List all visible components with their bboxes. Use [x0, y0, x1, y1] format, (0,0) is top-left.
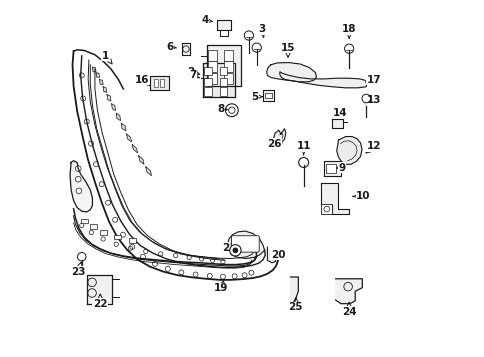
Text: 24: 24 — [341, 302, 356, 317]
Bar — [219, 77, 227, 86]
Bar — [100, 230, 107, 235]
Polygon shape — [263, 90, 273, 101]
Polygon shape — [336, 136, 361, 164]
Text: 12: 12 — [365, 141, 380, 153]
Polygon shape — [267, 247, 275, 263]
Text: 9: 9 — [334, 163, 345, 173]
Polygon shape — [290, 277, 298, 304]
FancyBboxPatch shape — [231, 236, 258, 252]
Circle shape — [232, 247, 238, 253]
Text: 18: 18 — [341, 24, 356, 38]
Bar — [219, 87, 227, 96]
Polygon shape — [111, 104, 115, 111]
Text: 17: 17 — [365, 75, 380, 85]
Text: 13: 13 — [365, 95, 380, 106]
Polygon shape — [121, 124, 126, 131]
Bar — [224, 50, 232, 61]
Bar — [326, 164, 336, 173]
Bar — [160, 79, 164, 87]
Bar — [153, 79, 157, 87]
Text: 7: 7 — [189, 70, 199, 80]
Polygon shape — [202, 63, 234, 97]
Text: 8: 8 — [217, 104, 227, 114]
Polygon shape — [132, 145, 137, 153]
Text: 11: 11 — [296, 141, 310, 155]
Text: 26: 26 — [267, 139, 282, 149]
Polygon shape — [103, 87, 106, 92]
Bar — [80, 219, 88, 223]
Bar — [204, 77, 211, 86]
Text: 1: 1 — [102, 51, 112, 64]
Bar — [219, 67, 227, 75]
Text: 3: 3 — [258, 24, 265, 37]
Bar — [204, 87, 211, 96]
Polygon shape — [266, 62, 316, 82]
Polygon shape — [96, 73, 99, 77]
Polygon shape — [320, 183, 348, 214]
Text: 20: 20 — [270, 250, 285, 260]
Polygon shape — [273, 129, 285, 143]
Bar — [208, 61, 216, 72]
Text: 21: 21 — [221, 243, 236, 253]
Text: 15: 15 — [280, 42, 295, 57]
Polygon shape — [323, 161, 340, 176]
Polygon shape — [182, 42, 189, 55]
Bar — [114, 235, 121, 239]
Text: 10: 10 — [352, 191, 370, 201]
Polygon shape — [107, 95, 111, 101]
Polygon shape — [227, 231, 264, 258]
Circle shape — [225, 104, 238, 117]
Polygon shape — [332, 119, 342, 128]
Bar — [204, 67, 211, 75]
Polygon shape — [207, 45, 240, 86]
Bar — [265, 93, 271, 99]
Text: 14: 14 — [333, 108, 347, 118]
Bar — [321, 204, 332, 214]
Bar — [208, 50, 216, 61]
Text: 19: 19 — [213, 280, 228, 293]
Text: 5: 5 — [251, 92, 262, 102]
Text: 23: 23 — [71, 262, 85, 277]
Polygon shape — [150, 76, 168, 90]
Polygon shape — [126, 134, 131, 142]
Polygon shape — [99, 80, 103, 85]
Polygon shape — [335, 279, 362, 304]
Text: 22: 22 — [93, 294, 107, 309]
Polygon shape — [146, 167, 151, 176]
Polygon shape — [116, 114, 121, 121]
Polygon shape — [279, 72, 366, 88]
Text: 6: 6 — [166, 42, 176, 52]
Bar — [224, 61, 232, 72]
Polygon shape — [216, 20, 231, 30]
Polygon shape — [70, 161, 92, 212]
Text: 16: 16 — [135, 75, 150, 85]
Bar — [128, 238, 136, 242]
Bar — [208, 73, 216, 84]
Bar — [90, 224, 96, 228]
Text: 4: 4 — [201, 15, 212, 25]
Polygon shape — [138, 156, 144, 164]
Text: 2: 2 — [187, 67, 199, 77]
Bar — [224, 73, 232, 84]
Polygon shape — [92, 67, 96, 72]
Polygon shape — [87, 275, 112, 304]
Text: 25: 25 — [288, 298, 302, 312]
Circle shape — [229, 245, 241, 256]
